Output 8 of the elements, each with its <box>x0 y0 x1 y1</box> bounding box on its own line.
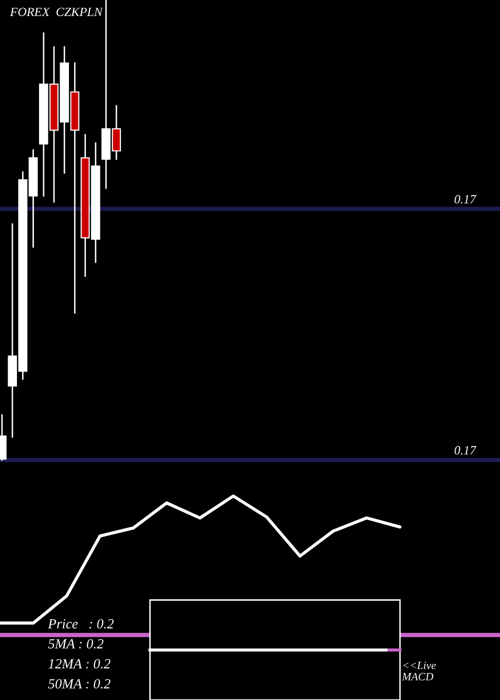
text: <<Live MACD <box>402 662 436 680</box>
text: 50MA : 0.2 <box>48 679 110 689</box>
annotation: Price : 0.2 <box>48 619 114 629</box>
text: 0.17 <box>454 195 476 204</box>
text: 0.17 <box>454 446 476 455</box>
chart-title: FOREX CZKPLN <box>10 8 103 16</box>
text: 12MA : 0.2 <box>48 659 110 669</box>
text: 5MA : 0.2 <box>48 639 104 649</box>
